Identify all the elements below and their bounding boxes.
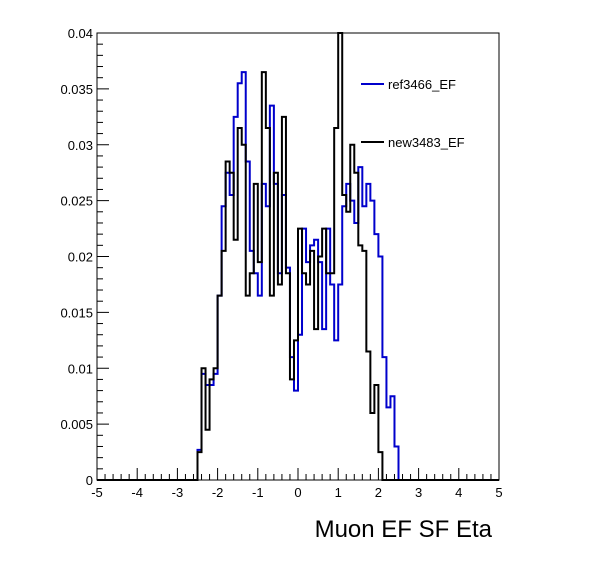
y-axis: 0 0.005 0.01 0.015 0.02 0.025 0.03 0.035 0.04: [60, 26, 109, 488]
y-tick-label: 0: [86, 473, 93, 488]
series-line-new: [97, 32, 499, 481]
y-tick-label: 0.015: [60, 305, 93, 320]
y-tick-label: 0.02: [68, 250, 93, 265]
x-axis-title: Muon EF SF Eta: [315, 516, 493, 543]
y-tick-label: 0.01: [68, 361, 93, 376]
y-tick-label: 0.035: [60, 82, 93, 97]
x-tick-label: 1: [335, 485, 342, 500]
x-tick-label: -1: [252, 485, 264, 500]
x-tick-label: 2: [375, 485, 382, 500]
y-tick-label: 0.005: [60, 417, 93, 432]
legend-label-new: new3483_EF: [388, 135, 465, 150]
x-tick-label: 4: [455, 485, 462, 500]
y-tick-label: 0.03: [68, 138, 93, 153]
legend: ref3466_EF new3483_EF: [361, 77, 465, 150]
x-tick-label: -3: [172, 485, 184, 500]
x-tick-label: 0: [294, 485, 301, 500]
y-tick-label: 0.04: [68, 26, 93, 41]
x-tick-label: -2: [212, 485, 224, 500]
x-tick-label: -5: [91, 485, 103, 500]
x-tick-label: 5: [495, 485, 502, 500]
legend-label-ref: ref3466_EF: [388, 77, 456, 92]
y-tick-label: 0.025: [60, 194, 93, 209]
series-layer: [97, 32, 499, 481]
x-axis: -5 -4 -3 -2 -1 0 1 2 3 4 5: [91, 468, 503, 500]
x-tick-label: -4: [131, 485, 143, 500]
x-tick-label: 3: [415, 485, 422, 500]
